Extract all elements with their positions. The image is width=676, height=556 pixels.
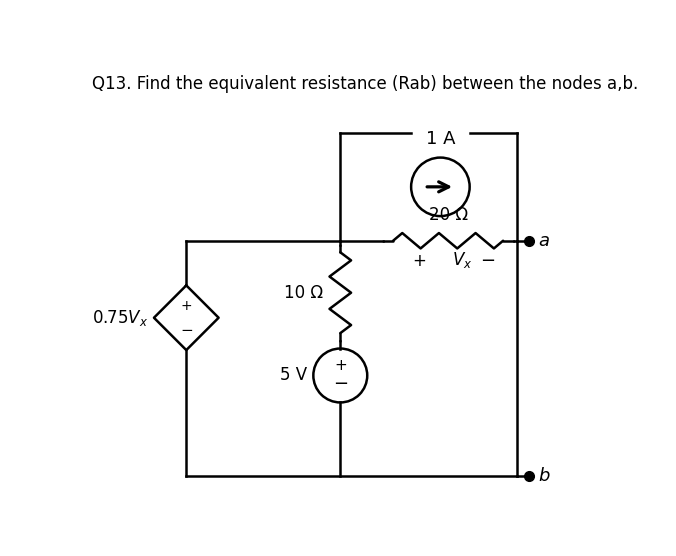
Text: a: a [538,232,549,250]
Text: −: − [481,252,496,270]
Text: b: b [538,466,550,485]
Text: 5 V: 5 V [280,366,307,385]
Text: 10 Ω: 10 Ω [284,284,323,302]
Text: +: + [334,358,347,373]
Text: +: + [180,299,192,313]
Text: −: − [333,375,348,393]
Text: 1 A: 1 A [426,130,455,148]
Text: −: − [180,324,193,339]
Text: $0.75V_x$: $0.75V_x$ [92,307,148,327]
Text: Q13. Find the equivalent resistance (Rab) between the nodes a,b.: Q13. Find the equivalent resistance (Rab… [93,75,639,93]
Text: +: + [412,252,426,270]
Text: $V_x$: $V_x$ [452,250,473,270]
Text: 20 Ω: 20 Ω [429,206,468,224]
